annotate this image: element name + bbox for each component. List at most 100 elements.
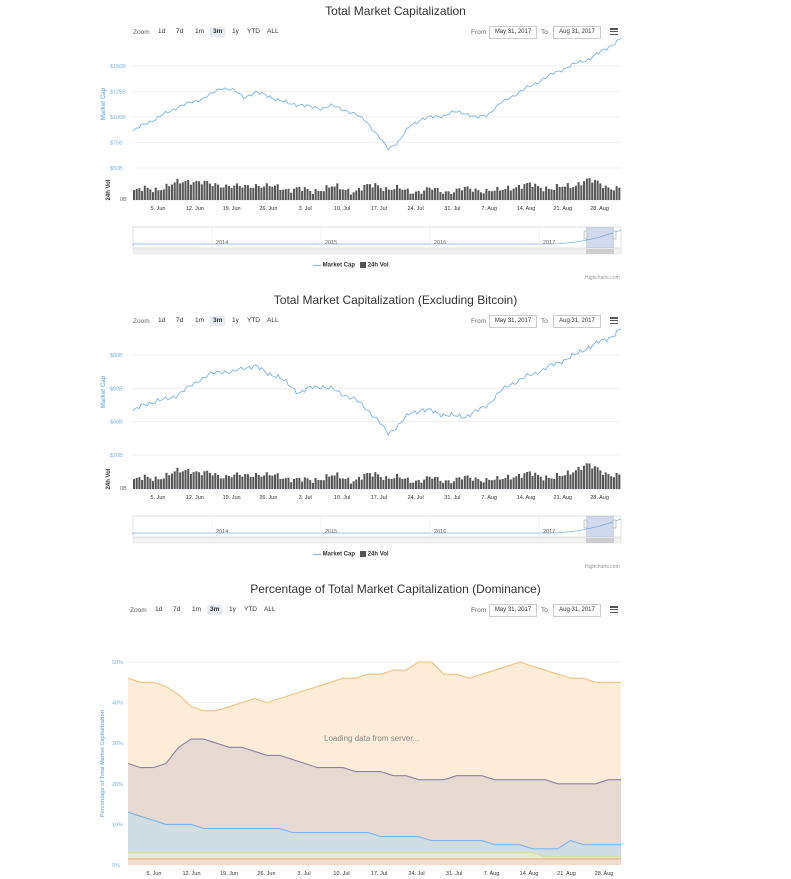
legend-vol[interactable]: 24h Vol bbox=[367, 551, 389, 558]
navigator-year-label: 2014 bbox=[216, 240, 228, 246]
volume-bar bbox=[466, 475, 469, 489]
volume-bar bbox=[279, 478, 282, 489]
line-ethereum bbox=[127, 738, 621, 785]
to-date-input[interactable]: Aug 31, 2017 bbox=[553, 26, 601, 39]
volume-bar bbox=[520, 477, 523, 489]
zoom-1m-button[interactable]: 1m bbox=[192, 606, 202, 613]
zoom-ytd-button[interactable]: YTD bbox=[247, 317, 260, 324]
volume-bar bbox=[406, 477, 409, 489]
volume-bar bbox=[309, 480, 312, 489]
volume-bar bbox=[157, 190, 160, 200]
volume-bar bbox=[257, 186, 260, 200]
zoom-1d-button[interactable]: 1d bbox=[158, 317, 166, 324]
zoom-3m-button[interactable]: 3m bbox=[210, 316, 226, 326]
zoom-all-button[interactable]: ALL bbox=[264, 606, 276, 613]
navigator-selection bbox=[586, 516, 614, 537]
chart-title: Percentage of Total Market Capitalizatio… bbox=[250, 582, 541, 596]
zoom-1m-button[interactable]: 1m bbox=[195, 317, 205, 324]
zoom-all-button[interactable]: ALL bbox=[267, 317, 279, 324]
navigator-year-label: 2015 bbox=[325, 240, 337, 246]
volume-bar bbox=[374, 183, 377, 200]
credits-link[interactable]: Highcharts.com bbox=[585, 275, 620, 281]
volume-bar bbox=[317, 480, 320, 489]
zoom-7d-button[interactable]: 7d bbox=[176, 28, 184, 35]
credits-link[interactable]: Highcharts.com bbox=[585, 564, 620, 570]
from-date-input[interactable]: May 31, 2017 bbox=[489, 315, 537, 328]
zoom-1y-button[interactable]: 1y bbox=[232, 28, 239, 35]
volume-bar bbox=[593, 466, 596, 489]
volume-bar bbox=[244, 474, 247, 489]
zoom-3m-button[interactable]: 3m bbox=[210, 27, 226, 37]
x-tick-label: 10. Jul bbox=[333, 871, 349, 877]
volume-bar bbox=[385, 187, 388, 200]
zoom-7d-button[interactable]: 7d bbox=[173, 606, 181, 613]
to-date-input[interactable]: Aug 31, 2017 bbox=[553, 315, 601, 328]
volume-bar bbox=[333, 475, 336, 489]
volume-bar bbox=[284, 189, 287, 200]
volume-bar bbox=[230, 477, 233, 489]
to-date-input[interactable]: Aug 31, 2017 bbox=[553, 604, 601, 617]
volume-bar bbox=[612, 190, 615, 200]
volume-bar bbox=[211, 475, 214, 489]
volume-bar bbox=[374, 472, 377, 489]
volume-bar bbox=[569, 188, 572, 200]
zoom-7d-button[interactable]: 7d bbox=[176, 317, 184, 324]
zoom-all-button[interactable]: ALL bbox=[267, 28, 279, 35]
legend-bar-icon bbox=[360, 551, 367, 557]
volume-bar bbox=[271, 475, 274, 489]
legend-market-cap[interactable]: Market Cap bbox=[322, 551, 356, 558]
y-tick-label: 20% bbox=[112, 782, 123, 788]
volume-bar bbox=[195, 471, 198, 489]
volume-bar bbox=[290, 192, 293, 200]
volume-bar bbox=[558, 476, 561, 489]
zoom-1d-button[interactable]: 1d bbox=[158, 28, 166, 35]
zoom-3m-button[interactable]: 3m bbox=[207, 605, 223, 615]
volume-bar bbox=[290, 482, 293, 489]
volume-bar bbox=[537, 474, 540, 489]
y-tick-label: $125B bbox=[110, 90, 126, 96]
menu-icon[interactable] bbox=[610, 27, 618, 36]
from-date-input[interactable]: May 31, 2017 bbox=[489, 604, 537, 617]
to-label: To bbox=[541, 607, 548, 614]
zoom-1y-button[interactable]: 1y bbox=[232, 317, 239, 324]
zoom-1d-button[interactable]: 1d bbox=[155, 606, 163, 613]
volume-bar bbox=[238, 474, 241, 489]
legend-vol[interactable]: 24h Vol bbox=[367, 262, 389, 269]
volume-bar bbox=[406, 188, 409, 200]
volume-bar bbox=[157, 479, 160, 489]
volume-bar bbox=[471, 480, 474, 489]
volume-bar bbox=[436, 187, 439, 200]
menu-icon[interactable] bbox=[610, 605, 618, 614]
volume-bar bbox=[404, 189, 407, 200]
zoom-ytd-button[interactable]: YTD bbox=[247, 28, 260, 35]
line-bitcoin bbox=[127, 661, 621, 712]
volume-bar bbox=[252, 476, 255, 489]
volume-bar bbox=[423, 190, 426, 200]
navigator-handle-left bbox=[583, 519, 588, 529]
volume-bar bbox=[471, 191, 474, 200]
volume-bar bbox=[382, 190, 385, 200]
market-cap-line bbox=[132, 38, 622, 151]
zoom-ytd-button[interactable]: YTD bbox=[244, 606, 257, 613]
volume-bar bbox=[409, 193, 412, 200]
volume-bar bbox=[518, 474, 521, 489]
volume-bar bbox=[469, 477, 472, 489]
volume-bar bbox=[555, 473, 558, 489]
menu-icon[interactable] bbox=[610, 316, 618, 325]
volume-bar bbox=[545, 186, 548, 200]
volume-bar bbox=[490, 480, 493, 489]
volume-bar bbox=[574, 185, 577, 200]
from-date-input[interactable]: May 31, 2017 bbox=[489, 26, 537, 39]
volume-bar bbox=[314, 478, 317, 489]
zoom-1m-button[interactable]: 1m bbox=[195, 28, 205, 35]
zoom-label: Zoom bbox=[130, 607, 147, 614]
legend-market-cap[interactable]: Market Cap bbox=[322, 262, 356, 269]
volume-bar bbox=[523, 184, 526, 200]
volume-bar bbox=[520, 188, 523, 200]
volume-bar bbox=[428, 187, 431, 200]
volume-bar bbox=[507, 185, 510, 200]
chart-panel-dominance: Percentage of Total Market Capitalizatio… bbox=[0, 578, 791, 879]
volume-bar bbox=[135, 478, 138, 489]
zoom-1y-button[interactable]: 1y bbox=[229, 606, 236, 613]
volume-bar bbox=[233, 185, 236, 200]
